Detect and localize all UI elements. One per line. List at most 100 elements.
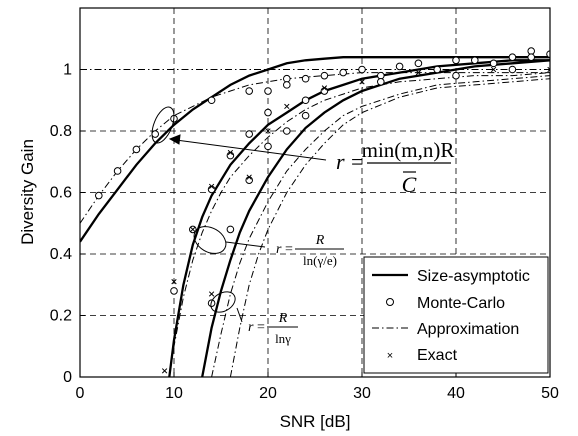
legend: Size-asymptotic Monte-Carlo Approximatio… xyxy=(363,256,549,374)
monte-carlo-point xyxy=(207,185,216,194)
monte-carlo-point xyxy=(226,151,235,160)
formula-2-equals: = xyxy=(285,242,293,257)
annotation-arrow-2 xyxy=(225,241,266,248)
formula-2-numerator: R xyxy=(315,233,325,248)
tick-labels: 0 10 20 30 40 50 0 0.2 0.4 0.6 0.8 1 xyxy=(50,62,559,403)
annotation-ellipse-3 xyxy=(210,291,236,313)
monte-carlo-point xyxy=(377,71,385,80)
x-tick-label: 40 xyxy=(447,385,465,402)
exact-point xyxy=(208,291,215,297)
monte-carlo-point xyxy=(489,59,498,68)
annotation-ellipse-2 xyxy=(193,226,227,254)
monte-carlo-point xyxy=(320,87,329,95)
exact-point xyxy=(321,85,328,91)
monte-carlo-point xyxy=(264,87,272,95)
formula-2-r: r xyxy=(276,242,282,257)
formula-annotation-3: r = R lnγ xyxy=(248,311,298,346)
legend-label-exact: Exact xyxy=(417,347,458,364)
y-tick-label: 1 xyxy=(63,62,72,79)
monte-carlo-point xyxy=(358,65,366,74)
exact-point xyxy=(265,128,271,134)
monte-carlo-point xyxy=(95,191,103,200)
monte-carlo-point xyxy=(508,65,517,74)
x-tick-label: 30 xyxy=(353,385,371,402)
monte-carlo-point xyxy=(527,47,536,55)
y-tick-label: 0.6 xyxy=(50,185,72,202)
monte-carlo-point xyxy=(377,78,385,86)
monte-carlo-point xyxy=(207,96,216,105)
x-tick-label: 20 xyxy=(259,385,277,402)
monte-carlo-point xyxy=(113,167,122,175)
series-line-solid-0 xyxy=(80,56,550,243)
series-lines xyxy=(80,56,550,377)
exact-point xyxy=(246,174,252,180)
exact-point xyxy=(161,368,168,374)
x-tick-label: 50 xyxy=(541,385,559,402)
monte-carlo-point xyxy=(471,56,479,65)
monte-carlo-point xyxy=(170,287,178,295)
formula-annotation-2: r = R ln(γ/e) xyxy=(276,233,344,268)
exact-point xyxy=(547,66,550,73)
formula-2-denominator: ln(γ/e) xyxy=(303,253,337,268)
annotation-ellipse-1 xyxy=(151,106,175,144)
monte-carlo-point xyxy=(245,87,253,95)
formula-1-equals: = xyxy=(351,149,363,174)
monte-carlo-point xyxy=(226,225,235,234)
monte-carlo-point xyxy=(546,50,550,58)
legend-label-monte-carlo: Monte-Carlo xyxy=(417,295,505,312)
monte-carlo-point xyxy=(283,127,291,135)
exact-point xyxy=(171,279,177,285)
monte-carlo-point xyxy=(508,53,517,62)
monte-carlo-point xyxy=(414,59,423,68)
formula-1-r: r xyxy=(336,149,345,174)
formula-annotation-1: r = min(m,n)R C xyxy=(336,138,454,197)
series-line-dash-dot-5 xyxy=(211,75,550,377)
formula-3-numerator: R xyxy=(278,311,288,326)
monte-carlo-point xyxy=(339,68,348,77)
data-markers xyxy=(95,47,550,374)
y-tick-label: 0 xyxy=(63,369,72,386)
formula-3-denominator: lnγ xyxy=(275,331,291,346)
monte-carlo-point xyxy=(320,71,329,80)
monte-carlo-point xyxy=(527,53,536,62)
formula-3-r: r xyxy=(248,320,254,335)
legend-label-size-asymptotic: Size-asymptotic xyxy=(417,268,530,285)
monte-carlo-point xyxy=(452,71,460,80)
annotation-arrow-1 xyxy=(175,139,327,161)
exact-point xyxy=(490,66,497,73)
monte-carlo-point xyxy=(433,65,442,74)
formula-1-denominator: C xyxy=(402,172,417,197)
x-axis-title: SNR [dB] xyxy=(280,412,351,431)
legend-swatch-exact: × xyxy=(387,350,393,362)
monte-carlo-point xyxy=(301,74,310,83)
monte-carlo-point xyxy=(452,56,460,65)
exact-point xyxy=(208,183,215,190)
series-line-solid-2 xyxy=(201,59,550,377)
y-axis-title: Diversity Gain xyxy=(18,139,37,245)
series-line-dash-dot-3 xyxy=(80,72,550,224)
exact-point xyxy=(359,79,365,85)
y-tick-label: 0.8 xyxy=(50,123,72,140)
x-tick-label: 10 xyxy=(165,385,183,402)
annotation-markers xyxy=(151,106,327,323)
exact-point xyxy=(190,226,196,233)
monte-carlo-point xyxy=(264,108,272,117)
formula-3-equals: = xyxy=(257,320,265,335)
y-tick-label: 0.2 xyxy=(50,308,72,325)
monte-carlo-point xyxy=(245,130,253,138)
axis-ticks xyxy=(79,69,551,378)
series-line-dash-dot-4 xyxy=(168,72,550,377)
exact-point xyxy=(415,69,422,76)
monte-carlo-point xyxy=(245,176,253,184)
exact-point xyxy=(284,103,290,110)
legend-label-approximation: Approximation xyxy=(417,321,519,338)
formula-1-numerator: min(m,n)R xyxy=(362,138,455,162)
monte-carlo-point xyxy=(283,81,291,89)
monte-carlo-point xyxy=(132,145,141,154)
monte-carlo-point xyxy=(151,130,159,138)
annotation-pointer-3 xyxy=(236,307,243,323)
monte-carlo-point xyxy=(264,142,272,151)
annotation-arrowhead-1 xyxy=(168,134,181,145)
monte-carlo-point xyxy=(283,74,291,83)
